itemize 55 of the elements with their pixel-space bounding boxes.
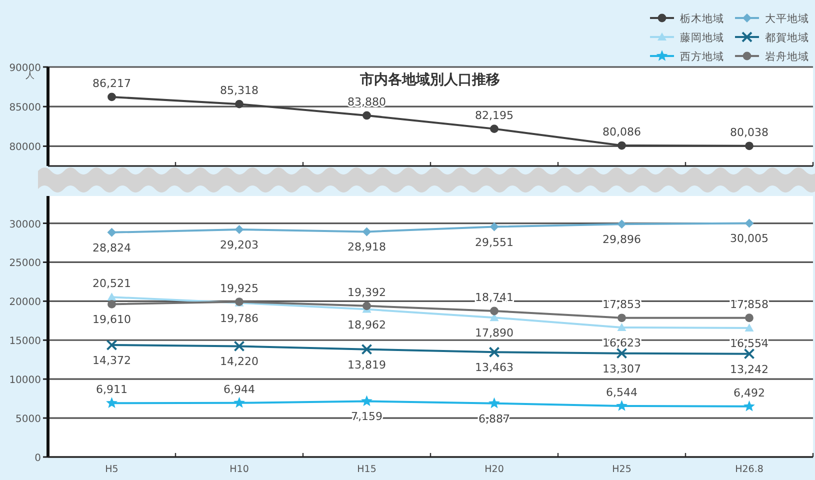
data-label: 28,918 bbox=[348, 240, 386, 254]
data-label: 19,786 bbox=[220, 312, 258, 325]
x-tick-label: H15 bbox=[357, 464, 376, 475]
legend-label: 藤岡地域 bbox=[680, 31, 724, 44]
chart-title: 市内各地域別人口推移 bbox=[359, 71, 500, 88]
x-tick-label: H5 bbox=[105, 464, 118, 475]
legend-label: 大平地域 bbox=[765, 12, 809, 25]
data-label: 80,086 bbox=[602, 126, 641, 139]
data-label: 83,880 bbox=[348, 95, 386, 108]
data-label: 28,824 bbox=[92, 241, 131, 254]
data-label: 17,853 bbox=[602, 298, 641, 311]
data-label: 13,242 bbox=[730, 362, 768, 376]
data-label: 82,195 bbox=[475, 108, 514, 122]
y-tick-label: 80000 bbox=[9, 142, 41, 154]
data-label: 19,925 bbox=[220, 282, 258, 295]
y-tick-label: 10000 bbox=[9, 375, 41, 386]
x-tick-label: H20 bbox=[484, 464, 504, 475]
data-label: 14,372 bbox=[92, 354, 131, 368]
data-label: 20,521 bbox=[92, 277, 131, 290]
x-tick-label: H10 bbox=[230, 464, 249, 475]
data-label: 19,392 bbox=[348, 286, 386, 299]
data-label: 30,005 bbox=[730, 232, 768, 246]
y-tick-label: 25000 bbox=[9, 258, 41, 270]
legend-label: 栃木地域 bbox=[680, 12, 724, 25]
data-label: 80,038 bbox=[730, 126, 768, 139]
legend-label: 都賀地域 bbox=[765, 31, 809, 44]
data-label: 13,463 bbox=[475, 361, 514, 374]
data-label: 29,551 bbox=[475, 236, 514, 249]
y-tick-label: 85000 bbox=[9, 102, 41, 114]
y-tick-label: 20000 bbox=[9, 297, 41, 308]
data-label: 85,318 bbox=[220, 84, 258, 98]
y-tick-label: 5000 bbox=[16, 414, 41, 426]
data-label: 14,220 bbox=[220, 355, 258, 368]
data-label: 17,858 bbox=[730, 298, 768, 311]
data-label: 6,492 bbox=[734, 386, 765, 400]
data-label: 6,544 bbox=[606, 386, 638, 400]
data-label: 19,610 bbox=[92, 313, 131, 326]
data-label: 13,819 bbox=[348, 358, 386, 372]
data-label: 29,896 bbox=[602, 233, 641, 246]
legend-label: 西方地域 bbox=[680, 50, 724, 63]
data-label: 16,554 bbox=[730, 337, 768, 350]
data-label: 13,307 bbox=[602, 362, 641, 376]
legend-label: 岩舟地域 bbox=[765, 50, 809, 63]
y-tick-label: 0 bbox=[34, 453, 41, 464]
data-label: 18,962 bbox=[348, 318, 386, 332]
y-tick-label: 30000 bbox=[9, 219, 41, 230]
data-label: 17,890 bbox=[475, 326, 514, 340]
x-tick-label: H25 bbox=[612, 464, 632, 475]
data-label: 18,741 bbox=[475, 290, 514, 304]
data-label: 6,911 bbox=[96, 383, 128, 396]
y-tick-label: 15000 bbox=[9, 336, 41, 348]
data-label: 6,944 bbox=[224, 382, 255, 396]
data-label: 86,217 bbox=[92, 76, 131, 90]
data-label: 29,203 bbox=[220, 238, 258, 252]
x-tick-label: H26.8 bbox=[735, 464, 764, 475]
